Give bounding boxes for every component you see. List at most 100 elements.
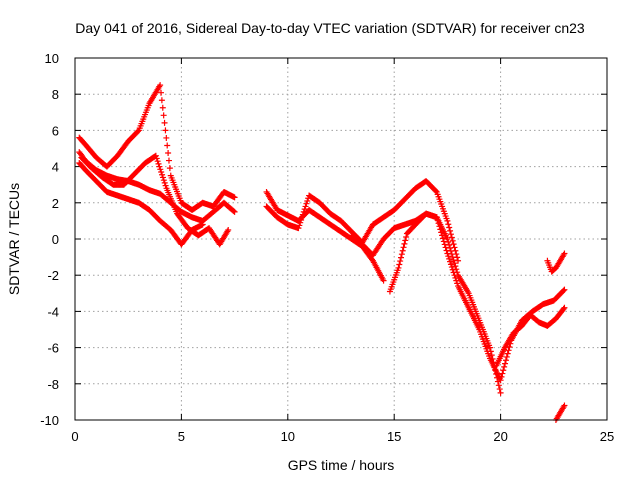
data-point [165,150,172,157]
data-point [499,370,506,377]
data-point [436,223,443,230]
data-point [155,160,162,167]
data-point [452,274,459,281]
data-point [231,194,238,201]
data-point [561,402,568,409]
data-point [157,166,164,173]
x-axis-label: GPS time / hours [288,457,395,473]
data-point [156,163,163,170]
data-point [441,241,448,248]
data-point [503,353,510,360]
data-point [396,261,403,268]
data-point [163,134,170,141]
data-point [295,225,302,232]
data-point [395,264,402,271]
y-tick-label: 10 [45,51,59,66]
data-point [444,236,451,242]
data-point [448,234,455,241]
y-tick-label: 4 [52,160,59,175]
x-tick-label: 0 [71,429,78,444]
data-point [444,250,451,257]
data-point [296,222,303,229]
data-point [494,378,501,385]
data-point [165,157,172,164]
y-tick-label: -10 [40,413,59,428]
data-point [561,250,568,257]
series-sat-track-7 [348,210,504,396]
axis-ticks: 0 5 10 15 20 25 -10 -8 -6 -4 -2 0 2 4 6 8 10 [40,51,614,444]
data-point [449,266,456,273]
data-point [134,128,141,135]
data-point [159,174,166,181]
data-point [454,280,461,287]
data-point [451,272,458,279]
data-point [380,277,387,284]
data-point [447,231,454,238]
data-point [445,253,452,260]
data-point [298,216,305,223]
y-tick-label: 6 [52,123,59,138]
data-point [162,182,169,189]
data-point [453,277,460,284]
x-tick-label: 15 [387,429,401,444]
data-point [303,200,310,207]
data-point [231,208,238,215]
data-point [488,352,495,359]
data-point [455,257,462,264]
data-point [161,179,168,186]
data-point [498,373,505,380]
data-point [230,208,237,215]
data-point [496,386,503,393]
data-point [448,264,455,271]
y-tick-label: 2 [52,196,59,211]
data-point [446,242,453,249]
data-point [450,241,457,248]
data-point [402,237,409,244]
data-point [225,226,232,233]
data-point [398,254,405,261]
chart-title: Day 041 of 2016, Sidereal Day-to-day VTE… [75,20,585,36]
data-point [439,232,446,239]
x-tick-label: 10 [281,429,295,444]
data-point [158,97,165,104]
data-point [298,214,305,221]
data-point [450,269,457,276]
data-point [153,155,160,162]
data-point [449,254,456,261]
data-point [159,171,166,178]
plot-frame [74,57,608,421]
data-point [159,104,166,111]
data-point [164,142,171,149]
data-point [450,257,457,264]
series-sat-track-11 [552,402,568,423]
x-tick-label: 25 [600,429,614,444]
series-sat-track-1 [76,82,238,214]
data-point [302,203,309,210]
data-point [166,165,173,172]
y-tick-label: -6 [47,341,59,356]
data-point [399,247,406,254]
data-point [501,363,508,370]
data-point [304,197,311,204]
data-point [158,89,165,96]
data-point [433,214,440,221]
data-point [445,221,452,228]
data-point [400,244,407,251]
data-point [299,211,306,218]
data-point [502,360,509,367]
data-point [560,305,567,312]
data-point [443,247,450,254]
data-point [442,244,449,251]
y-axis-label: SDTVAR / TECUs [6,183,22,295]
data-point [403,234,410,241]
data-point [449,237,456,244]
y-tick-label: -4 [47,304,59,319]
data-point [152,152,159,159]
data-point [162,127,169,134]
data-point [445,239,452,246]
data-point [161,119,168,126]
series-sat-track-4 [78,152,232,248]
data-point [447,227,454,234]
data-point [448,251,455,258]
